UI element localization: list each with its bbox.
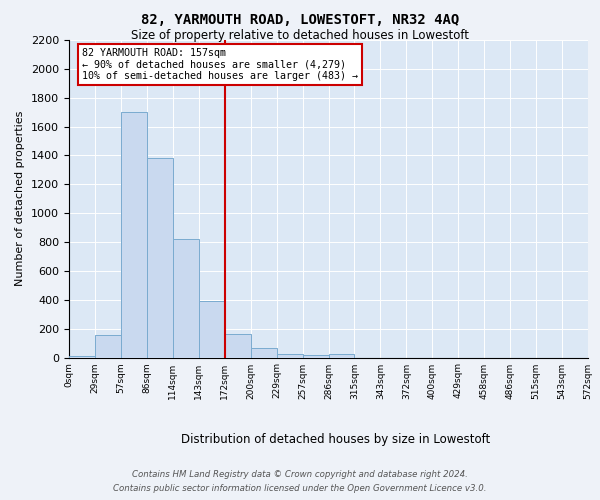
Text: Distribution of detached houses by size in Lowestoft: Distribution of detached houses by size …: [181, 432, 491, 446]
Bar: [302, 354, 329, 358]
Bar: [121, 112, 147, 358]
Y-axis label: Number of detached properties: Number of detached properties: [16, 111, 25, 286]
Text: Contains HM Land Registry data © Crown copyright and database right 2024.: Contains HM Land Registry data © Crown c…: [132, 470, 468, 479]
Bar: [199, 301, 224, 358]
Text: 82, YARMOUTH ROAD, LOWESTOFT, NR32 4AQ: 82, YARMOUTH ROAD, LOWESTOFT, NR32 4AQ: [141, 12, 459, 26]
Bar: [95, 335, 121, 357]
Bar: [277, 354, 302, 358]
Bar: [147, 158, 173, 358]
Bar: [329, 354, 355, 358]
Text: Size of property relative to detached houses in Lowestoft: Size of property relative to detached ho…: [131, 29, 469, 42]
Bar: [251, 348, 277, 358]
Bar: [225, 334, 251, 357]
Bar: [69, 356, 95, 358]
Text: 82 YARMOUTH ROAD: 157sqm
← 90% of detached houses are smaller (4,279)
10% of sem: 82 YARMOUTH ROAD: 157sqm ← 90% of detach…: [82, 48, 358, 81]
Text: Contains public sector information licensed under the Open Government Licence v3: Contains public sector information licen…: [113, 484, 487, 493]
Bar: [173, 239, 199, 358]
